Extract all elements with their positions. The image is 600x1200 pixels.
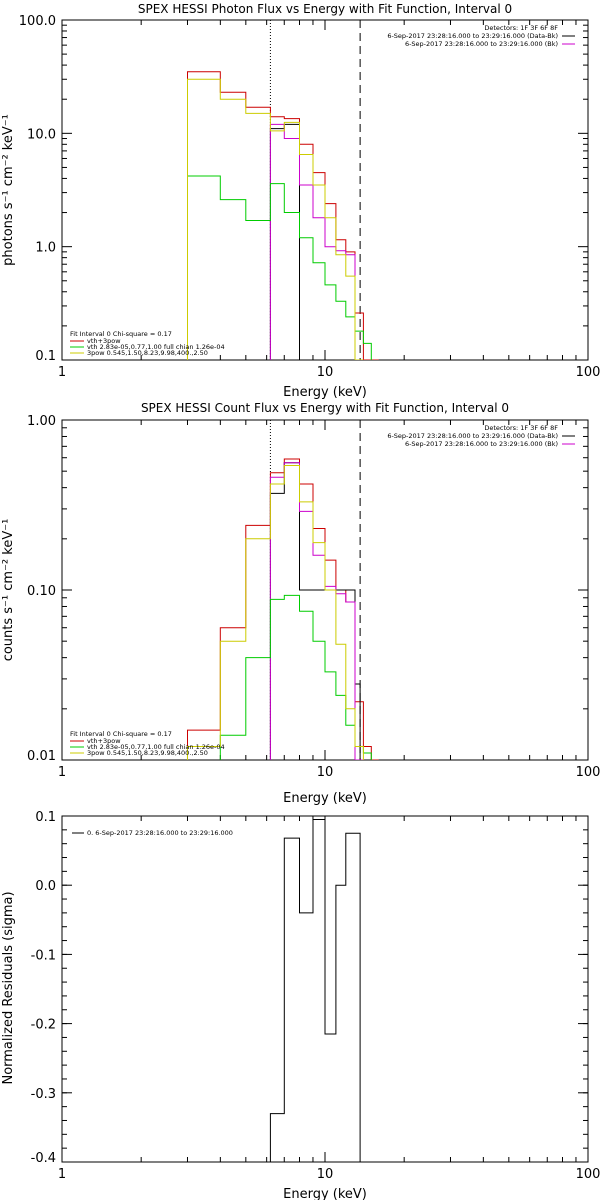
count-series-data-bk xyxy=(269,462,361,760)
count-x-tick-label: 10 xyxy=(317,765,334,780)
photon-tick-labels: 1 10 100 0.1 1.0 10.0 100.0 xyxy=(19,14,600,380)
photon-flux-panel: SPEX HESSI Photon Flux vs Energy with Fi… xyxy=(1,2,600,400)
residuals-x-tick-label: 10 xyxy=(317,1167,334,1182)
residuals-panel: 1 10 100 -0.4 -0.3 -0.2 -0.1 0.0 0.1 Energy (keV… xyxy=(1,810,600,1200)
residuals-x-tick-label: 100 xyxy=(576,1167,600,1182)
residuals-x-tick-label: 1 xyxy=(58,1167,66,1182)
count-detectors-text: Detectors: 1F 3F 6F 8F xyxy=(484,424,558,432)
photon-databk-interval-text: 6-Sep-2017 23:28:16.000 to 23:29:16.000 … xyxy=(387,32,558,40)
count-info-right: Detectors: 1F 3F 6F 8F 6-Sep-2017 23:28:… xyxy=(387,424,575,448)
photon-y-tick-label: 1.0 xyxy=(35,241,56,256)
count-y-tick-label: 0.10 xyxy=(27,584,56,599)
count-x-tick-label: 100 xyxy=(576,765,600,780)
photon-info-left: Fit Interval 0 Chi-square = 0.17 vth+3po… xyxy=(70,330,225,357)
count-flux-panel: SPEX HESSI Count Flux vs Energy with Fit… xyxy=(1,401,600,806)
photon-plot-area xyxy=(61,19,589,361)
photon-x-axis-label: Energy (keV) xyxy=(283,385,367,400)
count-series-3pow xyxy=(187,465,364,760)
residuals-plot-area xyxy=(61,815,589,1163)
photon-panel-title: SPEX HESSI Photon Flux vs Energy with Fi… xyxy=(138,2,512,16)
residuals-y-tick-label: 0.1 xyxy=(35,810,56,825)
count-vth3pow-legend-text: vth+3pow xyxy=(87,737,121,745)
residuals-y-tick-label: 0.0 xyxy=(35,879,56,894)
residuals-y-axis-label: Normalized Residuals (sigma) xyxy=(1,891,16,1084)
photon-x-tick-label: 1 xyxy=(58,365,66,380)
photon-x-tick-label: 10 xyxy=(317,365,334,380)
photon-bk-interval-text: 6-Sep-2017 23:28:16.000 to 23:29:16.000 … xyxy=(405,40,558,48)
photon-vth-legend-text: vth 2.83e-05,0.77,1.00 full chian 1.26e-… xyxy=(87,343,225,351)
photon-y-tick-label: 10.0 xyxy=(27,127,56,142)
photon-fit-interval-text: Fit Interval 0 Chi-square = 0.17 xyxy=(70,330,172,338)
count-fit-interval-text: Fit Interval 0 Chi-square = 0.17 xyxy=(70,730,172,738)
count-vth-legend-text: vth 2.83e-05,0.77,1.00 full chian 1.26e-… xyxy=(87,743,225,751)
count-tick-labels: 1 10 100 0.01 0.10 1.00 xyxy=(27,414,600,780)
photon-detectors-text: Detectors: 1F 3F 6F 8F xyxy=(484,24,558,32)
count-x-axis-label: Energy (keV) xyxy=(283,791,367,806)
count-3pow-legend-text: 3pow 0.545,1.50,8.23,9.98,400.,2.50 xyxy=(87,749,208,757)
count-databk-interval-text: 6-Sep-2017 23:28:16.000 to 23:29:16.000 … xyxy=(387,432,558,440)
count-y-axis-label: counts s⁻¹ cm⁻² keV⁻¹ xyxy=(1,519,16,662)
count-info-left: Fit Interval 0 Chi-square = 0.17 vth+3po… xyxy=(70,730,225,757)
count-x-tick-label: 1 xyxy=(58,765,66,780)
residuals-legend-text: 0. 6-Sep-2017 23:28:16.000 to 23:29:16.0… xyxy=(87,829,233,837)
residuals-y-tick-label: -0.1 xyxy=(31,948,56,963)
photon-y-axis-label: photons s⁻¹ cm⁻² keV⁻¹ xyxy=(1,114,16,266)
count-panel-title: SPEX HESSI Count Flux vs Energy with Fit… xyxy=(141,401,509,415)
photon-3pow-legend-text: 3pow 0.545,1.50,8.23,9.98,400.,2.50 xyxy=(87,349,208,357)
count-plot-area xyxy=(61,419,589,761)
count-bk-interval-text: 6-Sep-2017 23:28:16.000 to 23:29:16.000 … xyxy=(405,440,558,448)
count-y-tick-label: 0.01 xyxy=(27,749,56,764)
residuals-y-tick-label: -0.2 xyxy=(31,1018,56,1033)
residuals-series-residual xyxy=(269,819,361,1162)
photon-y-tick-label: 100.0 xyxy=(19,14,56,29)
photon-vth3pow-legend-text: vth+3pow xyxy=(87,337,121,345)
count-y-tick-label: 1.00 xyxy=(27,414,56,429)
residuals-x-axis-label: Energy (keV) xyxy=(283,1187,367,1200)
residuals-legend: 0. 6-Sep-2017 23:28:16.000 to 23:29:16.0… xyxy=(72,829,233,837)
photon-series-vth-3pow xyxy=(187,71,379,360)
photon-series-3pow xyxy=(187,78,364,360)
residuals-y-tick-label: -0.4 xyxy=(31,1151,56,1166)
residuals-y-tick-label: -0.3 xyxy=(31,1087,56,1102)
photon-y-tick-label: 0.1 xyxy=(35,349,56,364)
photon-info-right: Detectors: 1F 3F 6F 8F 6-Sep-2017 23:28:… xyxy=(387,24,575,48)
photon-x-tick-label: 100 xyxy=(576,365,600,380)
residuals-tick-labels: 1 10 100 -0.4 -0.3 -0.2 -0.1 0.0 0.1 xyxy=(31,810,600,1182)
